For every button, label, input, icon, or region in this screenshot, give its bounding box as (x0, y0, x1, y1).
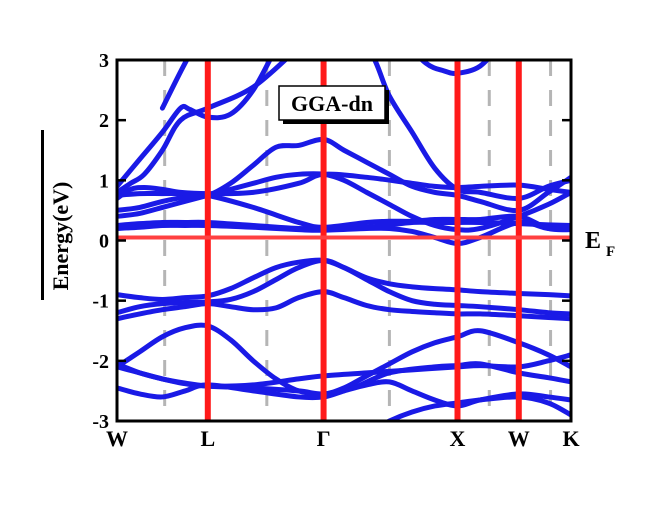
k-point-label: W (106, 426, 128, 451)
band-line (117, 322, 571, 397)
annotation-box: GGA-dn (278, 85, 389, 124)
y-tick-label: 0 (99, 231, 109, 253)
k-point-label: W (508, 426, 530, 451)
band-line (117, 60, 273, 189)
annotation-label: GGA-dn (291, 91, 373, 116)
band-line (117, 257, 571, 317)
y-tick-label: -3 (92, 411, 109, 433)
y-axis-title: Energy(eV) (41, 130, 73, 300)
fermi-label: E F (585, 228, 615, 260)
band-line (384, 394, 571, 421)
k-point-label: Γ (317, 426, 331, 451)
k-point-label: K (562, 426, 579, 451)
band-line (117, 219, 571, 247)
y-tick-label: 1 (99, 170, 109, 192)
band-line (418, 60, 491, 76)
band-line (117, 136, 571, 214)
k-point-label: L (200, 426, 215, 451)
k-point-label: X (450, 426, 466, 451)
y-tick-label: 3 (99, 50, 109, 72)
axis-ticks: -3 -2 -1 0 1 2 3 W L Γ X W K (92, 50, 579, 451)
y-tick-label: -1 (92, 291, 109, 313)
fermi-label-sub: F (606, 244, 615, 260)
fermi-label-main: E (585, 228, 601, 254)
y-tick-label: -2 (92, 351, 109, 373)
dashed-guide-lines (163, 60, 553, 421)
band-line (117, 60, 571, 201)
y-axis-label: Energy(eV) (48, 182, 73, 291)
y-tick-label: 2 (99, 110, 109, 132)
band-line (117, 289, 571, 322)
band-line (159, 60, 190, 111)
